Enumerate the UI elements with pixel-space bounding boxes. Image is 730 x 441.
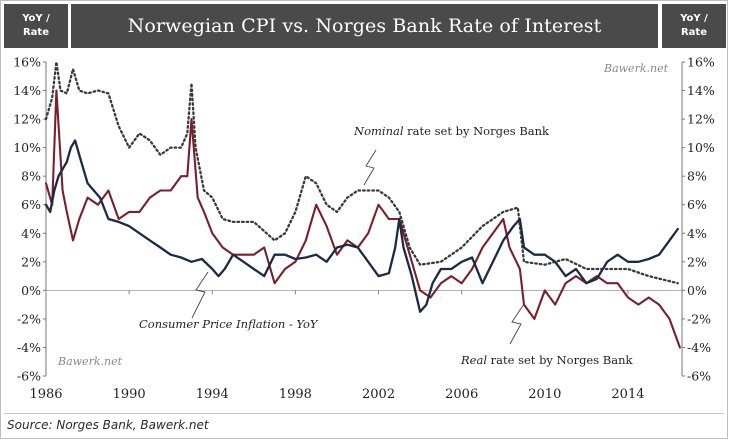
x-tick-label: 1990 <box>113 387 146 402</box>
source-note: Source: Norges Bank, Bawerk.net <box>7 418 209 432</box>
right-unit-line1: YoY / <box>680 13 708 24</box>
left-axis-unit-box: YoY / Rate <box>4 4 68 48</box>
y-tick-label-left: 12% <box>13 112 41 127</box>
series-layer <box>44 60 681 349</box>
nominal-callout-zigzag <box>363 149 377 186</box>
left-unit-line1: YoY / <box>22 13 50 24</box>
left-unit-line2: Rate <box>22 27 49 38</box>
y-tick-label-right: -4% <box>687 340 711 355</box>
y-tick-label-left: -6% <box>17 369 41 384</box>
y-tick-label-right: 16% <box>687 55 715 70</box>
y-tick-label-left: 10% <box>13 140 41 155</box>
x-tick-label: 2014 <box>611 387 644 402</box>
real-callout-zigzag <box>509 303 525 345</box>
y-tick-label-left: 6% <box>21 197 41 212</box>
right-axis-unit-box: YoY / Rate <box>662 4 726 48</box>
cpi-annotation: Consumer Price Inflation - YoY <box>139 317 319 331</box>
source-divider <box>4 413 724 414</box>
x-tick-label: 2002 <box>362 387 395 402</box>
right-unit-line2: Rate <box>680 27 707 38</box>
y-tick-label-left: 0% <box>21 283 41 298</box>
y-tick-label-left: 14% <box>13 83 41 98</box>
y-tick-label-right: 14% <box>687 83 715 98</box>
y-tick-label-right: -2% <box>687 311 711 326</box>
x-tick-label: 2006 <box>445 387 478 402</box>
nominal-annotation-rest: rate set by Norges Bank <box>404 124 551 138</box>
real-annotation-rest: rate set by Norges Bank <box>487 353 634 367</box>
y-tick-label-right: 2% <box>687 254 707 269</box>
y-tick-label-right: 4% <box>687 226 707 241</box>
cpi-callout-zigzag <box>191 271 209 319</box>
series-real-rate <box>44 89 681 349</box>
x-tick-label: 1986 <box>29 387 62 402</box>
y-tick-label-right: 10% <box>687 140 715 155</box>
series-cpi <box>44 139 679 313</box>
annotation-layer: Nominal rate set by Norges Bank Consumer… <box>57 62 669 368</box>
nominal-annotation: Nominal rate set by Norges Bank <box>353 124 550 138</box>
real-annotation-italic: Real <box>460 353 487 367</box>
y-tick-label-left: 2% <box>21 254 41 269</box>
y-tick-label-left: 4% <box>21 226 41 241</box>
watermark-top: Bawerk.net <box>603 62 669 75</box>
y-tick-label-right: 0% <box>687 283 707 298</box>
y-tick-label-left: -4% <box>17 340 41 355</box>
series-nominal-rate <box>44 60 679 285</box>
watermark-bottom: Bawerk.net <box>57 355 123 368</box>
x-tick-label: 1994 <box>196 387 229 402</box>
y-tick-label-right: 8% <box>687 169 707 184</box>
y-tick-label-left: 16% <box>13 55 41 70</box>
y-tick-label-right: 6% <box>687 197 707 212</box>
chart-title: Norwegian CPI vs. Norges Bank Rate of In… <box>71 4 658 48</box>
nominal-annotation-italic: Nominal <box>353 124 404 138</box>
x-tick-label: 1998 <box>279 387 312 402</box>
y-tick-label-right: 12% <box>687 112 715 127</box>
y-tick-label-left: 8% <box>21 169 41 184</box>
real-annotation: Real rate set by Norges Bank <box>460 353 634 367</box>
y-tick-label-left: -2% <box>17 311 41 326</box>
y-tick-label-right: -6% <box>687 369 711 384</box>
x-tick-label: 2010 <box>528 387 561 402</box>
axes: -6% -6% -4% -4% -2% -2% 0% 0% 2% 2% 4% 4% 6% 6% 8% 8% 10… <box>13 55 715 403</box>
